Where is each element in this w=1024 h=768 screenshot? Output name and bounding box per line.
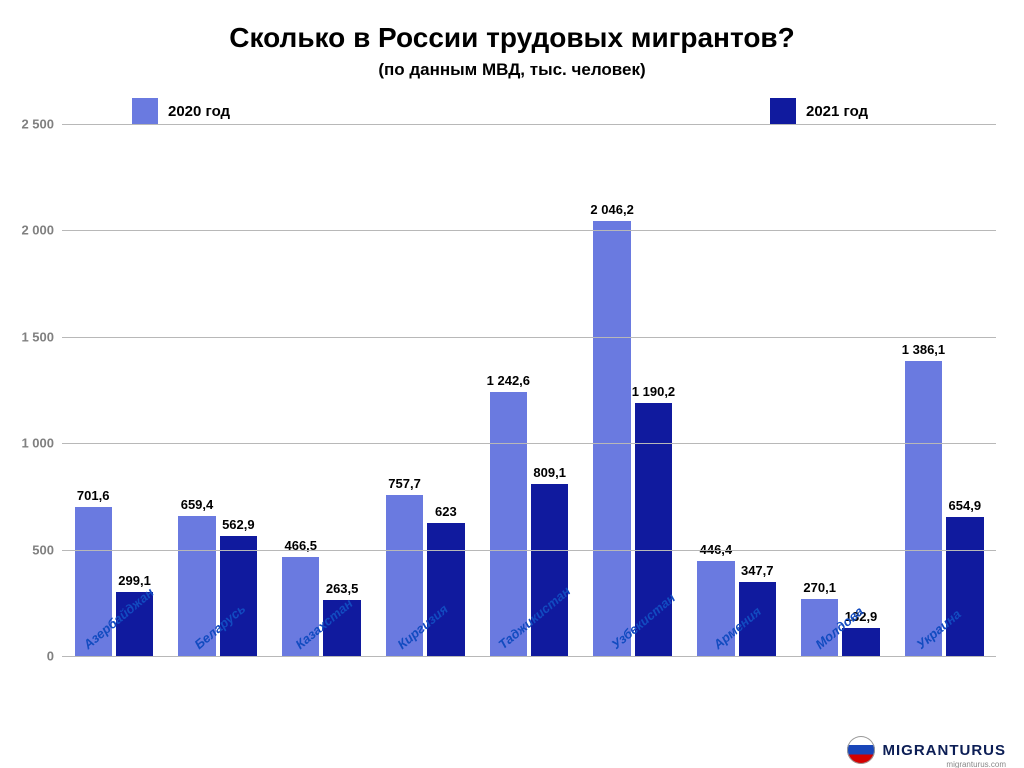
bar-value-label: 270,1	[803, 580, 836, 595]
bar-value-label: 809,1	[533, 465, 566, 480]
legend-label-2020: 2020 год	[168, 103, 230, 120]
brand-name: MIGRANTURUS	[883, 742, 1007, 759]
bar: 1 242,6	[490, 392, 527, 656]
bar-group: 446,4347,7	[685, 124, 789, 656]
bar: 623	[427, 523, 464, 656]
bar-value-label: 562,9	[222, 517, 255, 532]
chart-container: Сколько в России трудовых мигрантов? (по…	[0, 0, 1024, 768]
bar-value-label: 659,4	[181, 497, 214, 512]
bar-group: 466,5263,5	[270, 124, 374, 656]
bar-value-label: 623	[435, 504, 457, 519]
bar: 1 386,1	[905, 361, 942, 656]
grid-line	[62, 550, 996, 551]
legend-2021: 2021 год	[770, 98, 868, 124]
bar-value-label: 1 190,2	[632, 384, 675, 399]
bar-group: 1 386,1654,9	[892, 124, 996, 656]
grid-line	[62, 124, 996, 125]
legend-label-2021: 2021 год	[806, 103, 868, 120]
bar-value-label: 654,9	[949, 498, 982, 513]
bar: 809,1	[531, 484, 568, 656]
y-tick-label: 2 000	[4, 223, 54, 238]
bar-group: 659,4 562,9	[166, 124, 270, 656]
bar: 654,9	[946, 517, 983, 656]
bar-value-label: 347,7	[741, 563, 774, 578]
grid-line	[62, 443, 996, 444]
bar-value-label: 757,7	[388, 476, 421, 491]
y-tick-label: 500	[4, 542, 54, 557]
y-tick-label: 1 000	[4, 436, 54, 451]
bar-value-label: 2 046,2	[590, 202, 633, 217]
chart-title: Сколько в России трудовых мигрантов?	[36, 22, 988, 54]
grid-line	[62, 230, 996, 231]
bar-group: 757,7 623	[373, 124, 477, 656]
bar-group: 2 046,21 190,2	[581, 124, 685, 656]
brand-site: migranturus.com	[946, 760, 1006, 768]
bar-group: 701,6299,1	[62, 124, 166, 656]
bar-value-label: 1 242,6	[487, 373, 530, 388]
brand-logo-icon	[847, 736, 875, 764]
y-tick-label: 2 500	[4, 117, 54, 132]
bar: 132,9	[842, 628, 879, 656]
bar: 2 046,2	[593, 221, 630, 656]
bars-layer: 701,6299,1 659,4 562,9 466,5263,5 757,7 623 1 …	[62, 124, 996, 656]
bar-value-label: 1 386,1	[902, 342, 945, 357]
y-tick-label: 1 500	[4, 329, 54, 344]
chart-subtitle: (по данным МВД, тыс. человек)	[36, 60, 988, 80]
grid-line	[62, 337, 996, 338]
plot-area: 701,6299,1 659,4 562,9 466,5263,5 757,7 623 1 …	[62, 124, 996, 656]
bar-group: 270,1 132,9	[788, 124, 892, 656]
legend-swatch-2020	[132, 98, 158, 124]
bar-value-label: 701,6	[77, 488, 110, 503]
x-axis-labels: АзербайджанБеларусьКазахстанКиргизияТадж…	[62, 656, 996, 671]
bar-group: 1 242,6809,1	[477, 124, 581, 656]
legend-swatch-2021	[770, 98, 796, 124]
y-tick-label: 0	[4, 649, 54, 664]
legend-2020: 2020 год	[132, 98, 230, 124]
